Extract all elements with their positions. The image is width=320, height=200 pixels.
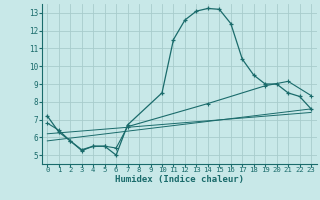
X-axis label: Humidex (Indice chaleur): Humidex (Indice chaleur): [115, 175, 244, 184]
